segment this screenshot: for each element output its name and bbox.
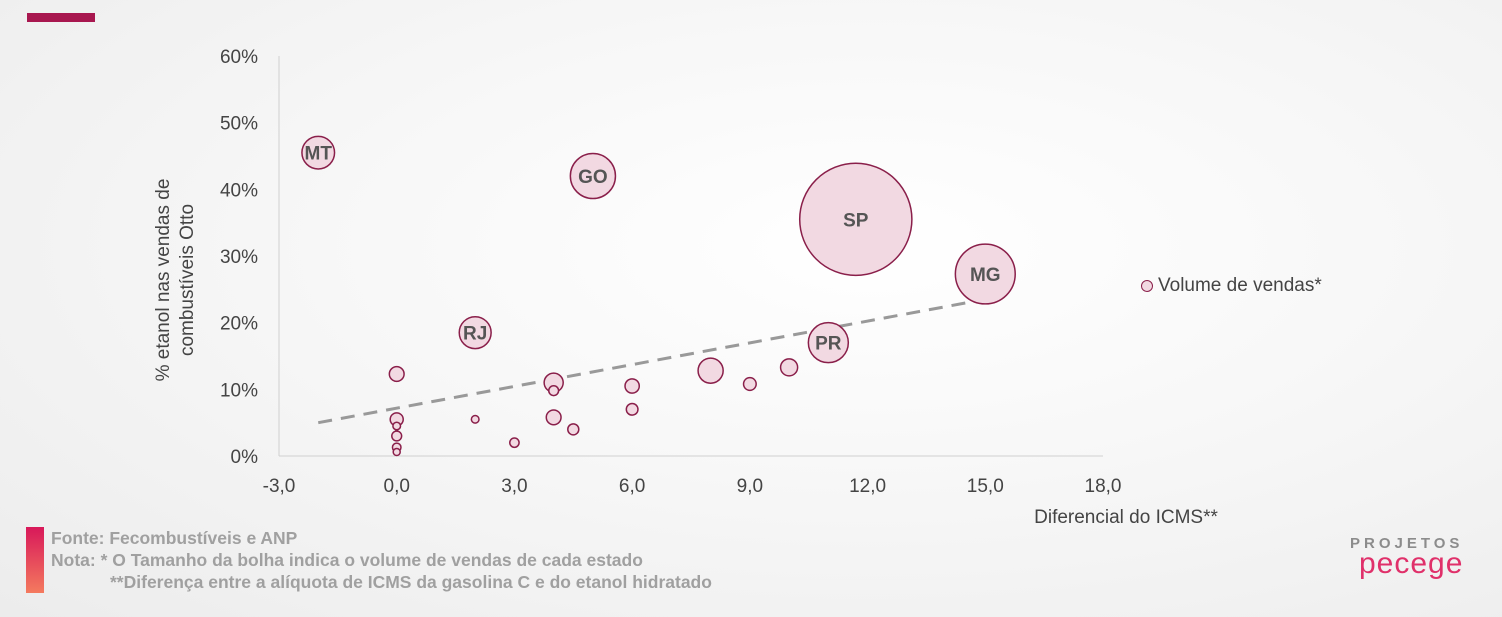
x-tick-label: 3,0 [501,476,527,497]
legend-marker [1141,280,1153,292]
bubble-mg [954,243,1016,305]
y-axis-title-line-2: combustíveis Otto [177,204,198,356]
bubble [509,437,520,449]
legend-label: Volume de vendas* [1158,275,1322,296]
logo-top-text: PROJETOS [1350,535,1464,552]
bubble-sp [798,162,913,277]
footer-text: Fonte: Fecombustíveis e ANP Nota: * O Ta… [51,527,712,593]
bubble-label-pr: PR [815,334,842,355]
y-tick-label: 50% [220,114,258,135]
bubble-rj [458,315,492,350]
y-tick-labels: 0% 10% 20% 30% 40% 50% 60% [220,47,258,468]
bubble [625,402,639,416]
y-tick-label: 30% [220,247,258,268]
y-tick-label: 40% [220,180,258,201]
x-tick-label: 18,0 [1085,476,1122,497]
x-tick-label: 15,0 [967,476,1004,497]
bubble-label-go: GO [578,167,608,188]
x-tick-label: -3,0 [263,476,296,497]
bubble [547,384,560,397]
bubble-label-mg: MG [970,265,1001,286]
trendline [317,297,986,425]
bubble-mt [301,135,336,170]
accent-bar [27,13,95,22]
x-tick-label: 12,0 [849,476,886,497]
bubble-pr [807,321,850,364]
x-axis-title: Diferencial do ICMS** [1034,507,1218,528]
bubble-label-rj: RJ [463,324,487,345]
bubble [470,414,480,424]
x-tick-label: 6,0 [619,476,645,497]
icms-note: **Diferença entre a alíquota de ICMS da … [110,572,712,592]
y-tick-label: 10% [220,380,258,401]
x-tick-labels: -3,0 0,0 3,0 6,0 9,0 12,0 15,0 18,0 [263,476,1122,497]
bubble [697,357,724,384]
bubble [779,358,799,377]
legend: Volume de vendas* [1141,275,1322,297]
bubble-go [569,152,617,200]
bubble [567,423,580,436]
bubble [388,365,405,383]
x-tick-label: 9,0 [737,476,763,497]
logo-bottom-text: pecege [1358,547,1464,580]
bubble [624,378,641,394]
bubble-label-mt: MT [305,144,333,165]
bubble [391,430,403,442]
x-tick-label: 0,0 [384,476,410,497]
bubble [392,421,402,431]
y-tick-label: 0% [231,447,259,468]
bubble [545,409,562,426]
size-note: Nota: * O Tamanho da bolha indica o volu… [51,550,643,570]
bubble [392,447,401,457]
bubble [742,376,757,392]
footer-bar [26,527,44,593]
bubble-label-sp: SP [843,210,869,231]
source-note: Fonte: Fecombustíveis e ANP [51,528,298,548]
y-tick-label: 20% [220,314,258,335]
bubbles: MT GO SP MG RJ PR [301,135,1016,457]
y-tick-label: 60% [220,47,258,68]
pecege-logo: PROJETOS pecege [1350,535,1464,580]
y-axis-title-line-1: % etanol nas vendas de [153,179,174,382]
